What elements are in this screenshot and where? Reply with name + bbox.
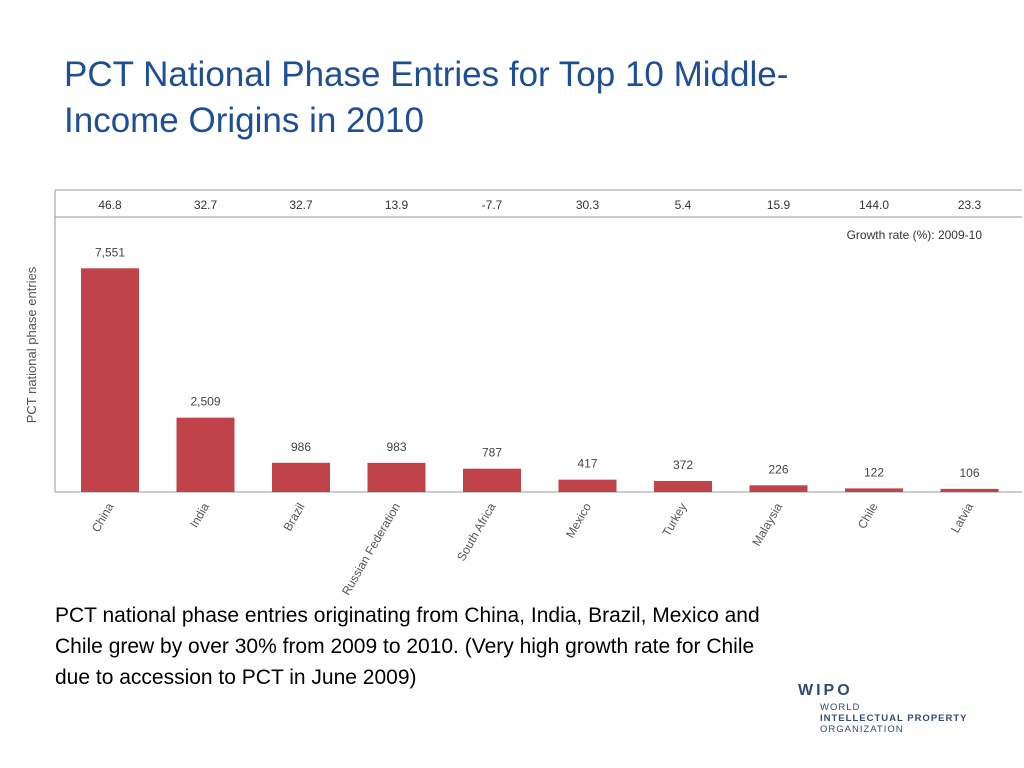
x-tick-label: Malaysia: [749, 500, 785, 548]
bar: [940, 488, 999, 492]
growth-rate-value: 46.8: [98, 198, 122, 212]
bar-value-label: 122: [864, 465, 884, 479]
wipo-logo-line1: WORLD: [820, 702, 861, 713]
bar-value-label: 787: [482, 446, 502, 460]
bar: [558, 479, 617, 492]
caption-line1: PCT national phase entries originating f…: [55, 604, 760, 627]
wipo-logo-main: WIPO: [798, 682, 853, 699]
x-tick-label: South Africa: [454, 500, 499, 563]
slide-title-line2: Income Origins in 2010: [64, 101, 424, 140]
wipo-logo: WIPO WORLD INTELLECTUAL PROPERTY ORGANIZ…: [798, 682, 998, 735]
wipo-logo-line3: ORGANIZATION: [820, 724, 904, 735]
bar-value-label: 372: [673, 458, 693, 472]
bar-value-label: 2,509: [190, 395, 220, 409]
x-tick-label: Brazil: [280, 501, 307, 534]
growth-rate-value: 13.9: [385, 198, 409, 212]
bar-value-label: 106: [959, 466, 979, 480]
slide-title-line1: PCT National Phase Entries for Top 10 Mi…: [64, 55, 789, 94]
caption: PCT national phase entries originating f…: [55, 600, 935, 693]
growth-rate-value: 30.3: [576, 198, 600, 212]
growth-rate-value: 15.9: [767, 198, 791, 212]
bar-value-label: 983: [386, 440, 406, 454]
bar-chart: PCT national phase entries Growth rate (…: [24, 189, 1022, 596]
bar: [749, 485, 808, 492]
y-axis-label: PCT national phase entries: [24, 266, 39, 423]
caption-line2: Chile grew by over 30% from 2009 to 2010…: [55, 635, 755, 658]
bar: [176, 417, 235, 492]
bar: [81, 268, 139, 492]
growth-rate-value: 32.7: [289, 198, 313, 212]
bar: [272, 462, 330, 492]
bar: [367, 462, 426, 492]
growth-rate-value: 32.7: [194, 198, 218, 212]
x-tick-label: Turkey: [659, 501, 689, 539]
x-tick-label: India: [187, 500, 212, 530]
x-tick-label: Russian Federation: [339, 501, 403, 596]
bar: [845, 488, 903, 492]
caption-line3: due to accession to PCT in June 2009): [55, 666, 417, 689]
bar-value-label: 417: [577, 457, 597, 471]
chart-container: PCT national phase entries Growth rate (…: [0, 175, 1024, 595]
bar: [654, 480, 712, 492]
bar-value-label: 226: [768, 462, 788, 476]
bar-value-label: 7,551: [95, 245, 125, 259]
x-tick-label: Chile: [855, 500, 881, 531]
growth-rate-value: -7.7: [482, 198, 503, 212]
growth-rate-value: 5.4: [675, 198, 692, 212]
growth-rate-label: Growth rate (%): 2009-10: [847, 228, 983, 242]
bar-value-label: 986: [291, 440, 311, 454]
bar: [463, 468, 521, 492]
x-tick-label: China: [89, 500, 117, 534]
wipo-logo-line2: INTELLECTUAL PROPERTY: [820, 713, 968, 724]
x-tick-label: Mexico: [563, 500, 594, 540]
growth-rate-value: 144.0: [859, 198, 889, 212]
slide-title: PCT National Phase Entries for Top 10 Mi…: [64, 52, 964, 144]
growth-rate-value: 23.3: [958, 198, 982, 212]
x-tick-label: Latvia: [948, 500, 976, 535]
